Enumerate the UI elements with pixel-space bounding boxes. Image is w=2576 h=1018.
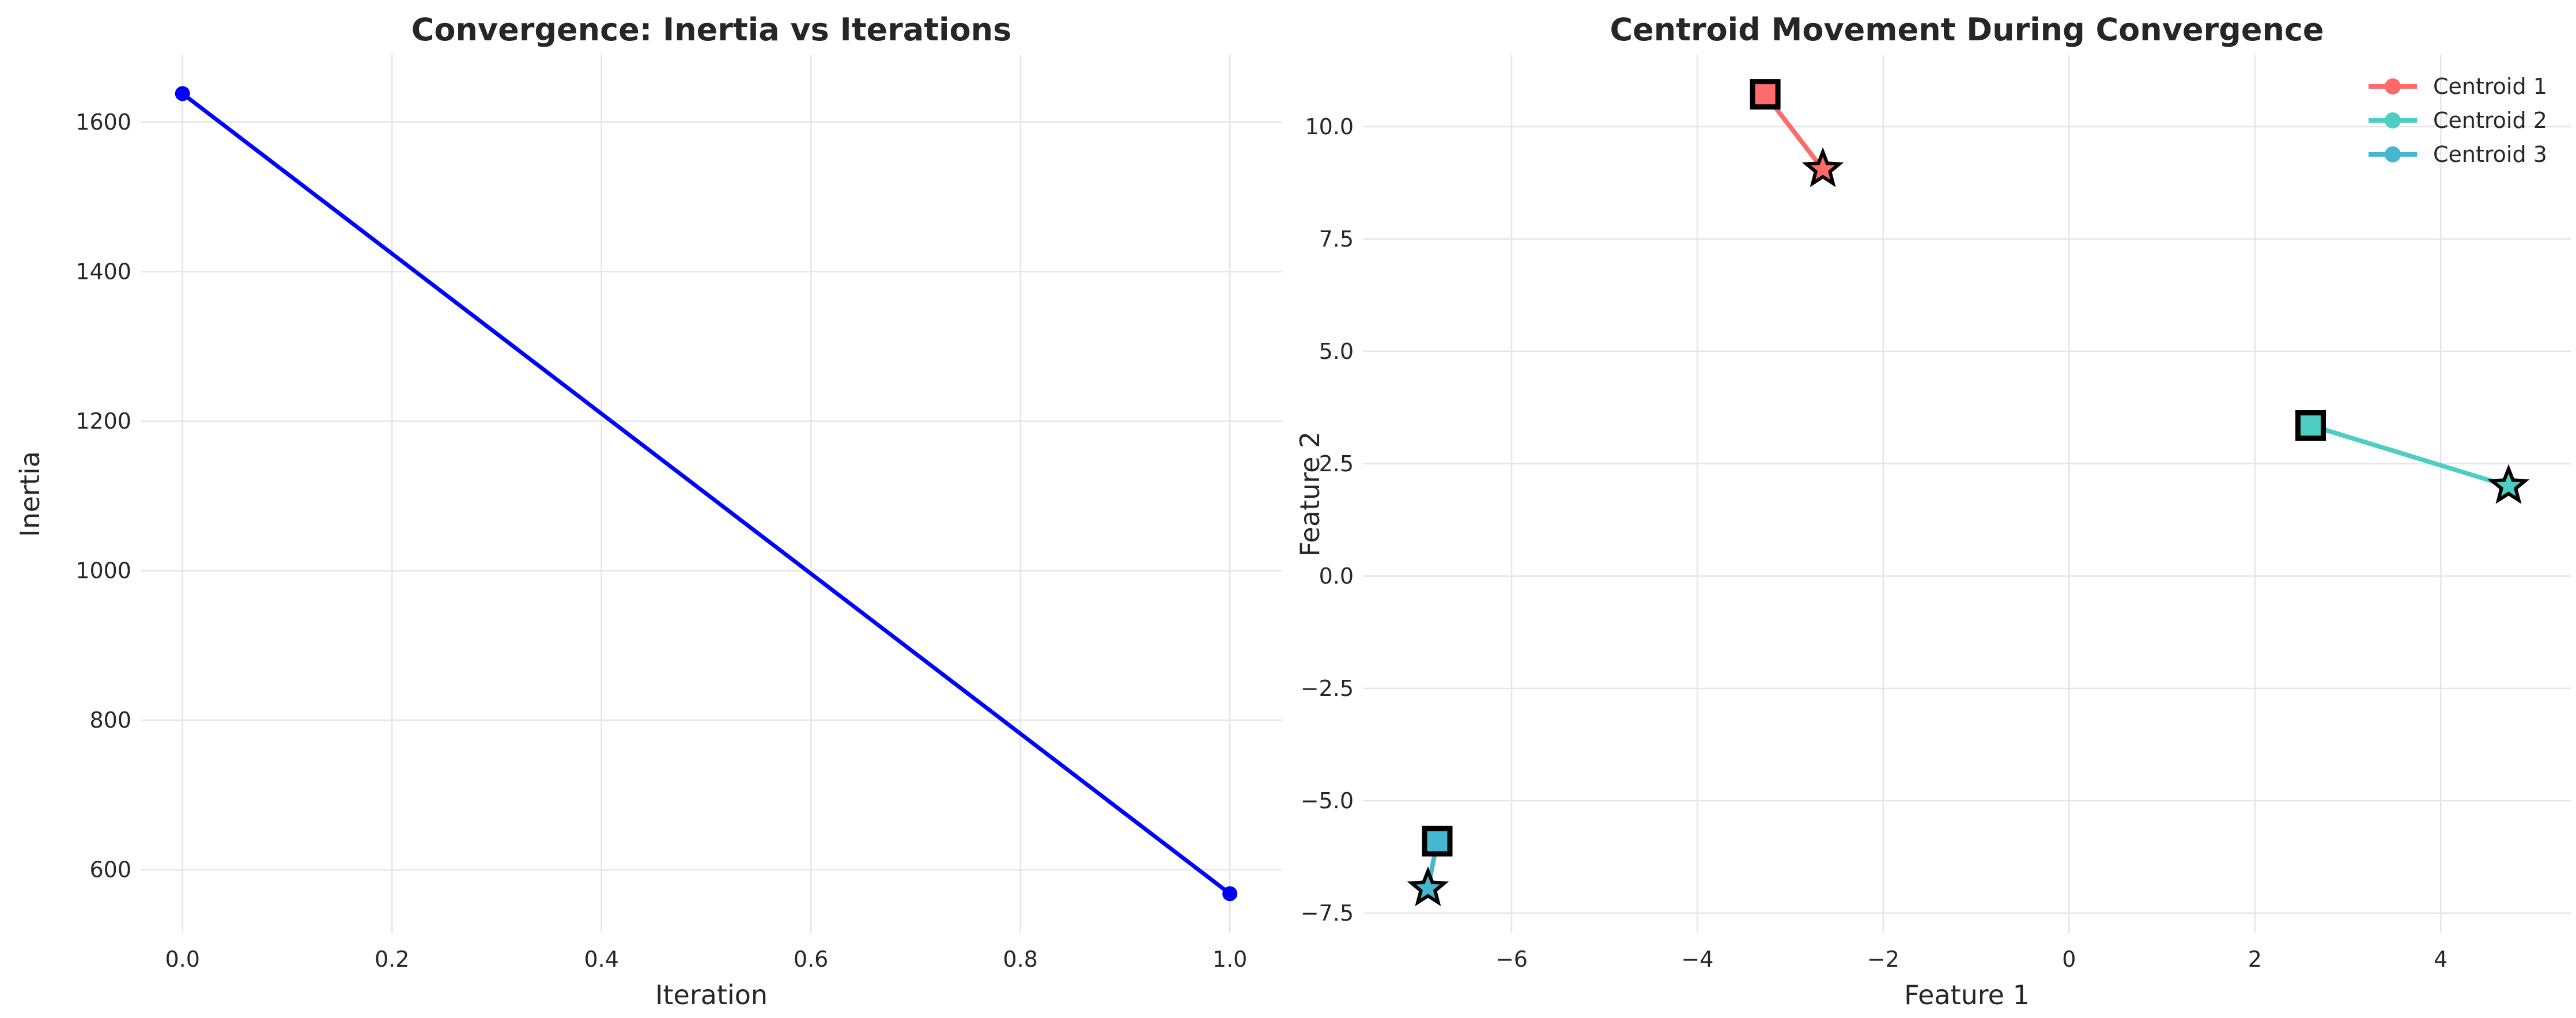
y-tick-label: 600 xyxy=(89,857,131,883)
centroid-start-star xyxy=(1801,147,1844,187)
y-tick-label: 1200 xyxy=(75,408,131,434)
x-tick-label: 2 xyxy=(2248,947,2262,972)
grid-lines xyxy=(141,55,1282,933)
y-tick-label: 7.5 xyxy=(1319,226,1354,252)
x-tick-label: 4 xyxy=(2434,947,2447,972)
legend-marker xyxy=(2385,146,2401,162)
y-tick-label: −5.0 xyxy=(1301,788,1354,813)
x-tick-label: 0.8 xyxy=(1003,947,1037,972)
grid-lines xyxy=(1363,55,2571,933)
chart-title: Convergence: Inertia vs Iterations xyxy=(411,12,1011,48)
x-axis-label: Iteration xyxy=(655,979,768,1011)
x-axis-label: Feature 1 xyxy=(1904,979,2030,1011)
legend-item-centroid-3: Centroid 3 xyxy=(2369,142,2547,167)
centroid-series-centroid-1 xyxy=(1750,79,1844,187)
legend-label: Centroid 3 xyxy=(2433,142,2547,167)
centroid-series-centroid-3 xyxy=(1407,826,1453,906)
y-tick-label: 5.0 xyxy=(1319,339,1354,364)
x-tick-label: −6 xyxy=(1495,947,1528,972)
y-tick-label: 10.0 xyxy=(1305,114,1354,139)
legend-label: Centroid 1 xyxy=(2433,74,2547,99)
legend-marker xyxy=(2385,78,2401,94)
legend: Centroid 1 Centroid 2 Centroid 3 xyxy=(2369,74,2547,167)
y-tick-label: −7.5 xyxy=(1301,900,1354,926)
centroid-series-centroid-2 xyxy=(2295,410,2530,504)
y-tick-label: 1600 xyxy=(75,109,131,135)
centroid-path xyxy=(2310,423,2510,489)
chart-title: Centroid Movement During Convergence xyxy=(1610,12,2324,48)
inertia-point xyxy=(1222,886,1238,902)
inertia-point xyxy=(175,86,190,101)
y-axis-label: Inertia xyxy=(14,451,46,537)
y-axis-label: Feature 2 xyxy=(1294,432,1325,557)
y-tick-labels: 600 800 1000 1200 1400 1600 xyxy=(75,109,131,883)
inertia-line xyxy=(181,92,1232,895)
inertia-series xyxy=(175,86,1238,902)
y-tick-labels: −7.5 −5.0 −2.5 0.0 2.5 5.0 7.5 10.0 xyxy=(1301,114,1354,926)
centroid-movement-chart: −6 −4 −2 0 2 4 −7.5 −5.0 −2.5 0.0 2.5 5.0 7.5 10.0 Cen… xyxy=(1294,12,2571,1011)
x-tick-labels: 0.0 0.2 0.4 0.6 0.8 1.0 xyxy=(165,947,1247,972)
y-tick-label: 2.5 xyxy=(1319,451,1354,476)
x-tick-label: −4 xyxy=(1681,947,1713,972)
y-tick-label: 1400 xyxy=(75,259,131,284)
convergence-chart: 0.0 0.2 0.4 0.6 0.8 1.0 600 800 1000 1200 1400 1600… xyxy=(14,12,1282,1011)
centroid-start-star xyxy=(2487,464,2530,504)
legend-marker xyxy=(2385,112,2401,128)
x-tick-label: 1.0 xyxy=(1213,947,1247,972)
x-tick-label: −2 xyxy=(1867,947,1899,972)
legend-item-centroid-2: Centroid 2 xyxy=(2369,108,2547,133)
x-tick-label: 0.0 xyxy=(165,947,199,972)
y-tick-label: −2.5 xyxy=(1301,676,1354,701)
y-tick-label: 1000 xyxy=(75,558,131,584)
centroid-end-square xyxy=(2295,410,2326,441)
legend-item-centroid-1: Centroid 1 xyxy=(2369,74,2547,99)
y-tick-label: 0.0 xyxy=(1319,563,1354,589)
centroid-start-star xyxy=(1407,866,1449,906)
x-tick-label: 0.2 xyxy=(375,947,409,972)
y-tick-label: 800 xyxy=(89,707,131,733)
centroid-end-square xyxy=(1422,826,1453,857)
x-tick-label: 0.6 xyxy=(794,947,828,972)
x-tick-label: 0.4 xyxy=(584,947,618,972)
centroid-end-square xyxy=(1750,79,1781,110)
x-tick-label: 0 xyxy=(2062,947,2076,972)
legend-label: Centroid 2 xyxy=(2433,108,2547,133)
x-tick-labels: −6 −4 −2 0 2 4 xyxy=(1495,947,2447,972)
